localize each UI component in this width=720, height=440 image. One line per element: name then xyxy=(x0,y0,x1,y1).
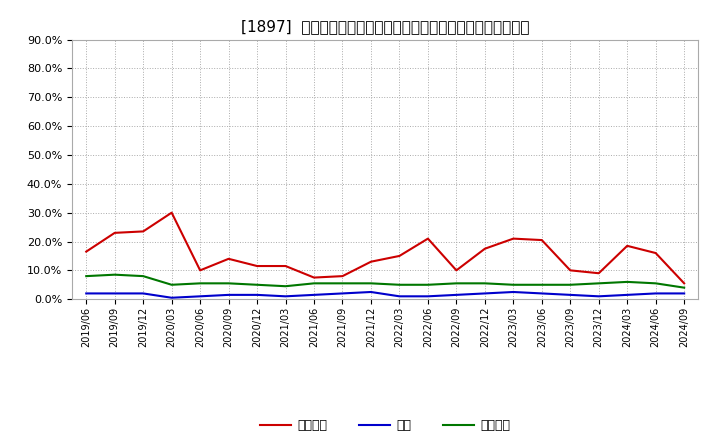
買入債務 xyxy=(423,282,432,287)
在庫 xyxy=(395,293,404,299)
在庫 xyxy=(282,293,290,299)
売上債権 xyxy=(680,281,688,286)
買入債務 xyxy=(680,285,688,290)
在庫 xyxy=(480,291,489,296)
Line: 売上債権: 売上債権 xyxy=(86,213,684,283)
売上債権 xyxy=(366,259,375,264)
在庫 xyxy=(623,292,631,297)
在庫 xyxy=(139,291,148,296)
売上債権 xyxy=(452,268,461,273)
売上債権 xyxy=(167,210,176,215)
在庫 xyxy=(338,291,347,296)
Line: 在庫: 在庫 xyxy=(86,292,684,298)
買入債務 xyxy=(652,281,660,286)
売上債権 xyxy=(537,238,546,243)
売上債権 xyxy=(566,268,575,273)
売上債権 xyxy=(310,275,318,280)
買入債務 xyxy=(82,274,91,279)
売上債権 xyxy=(139,229,148,234)
買入債務 xyxy=(623,279,631,285)
在庫 xyxy=(225,292,233,297)
売上債権 xyxy=(395,253,404,259)
在庫 xyxy=(423,293,432,299)
売上債権 xyxy=(82,249,91,254)
売上債権 xyxy=(423,236,432,241)
買入債務 xyxy=(395,282,404,287)
在庫 xyxy=(680,291,688,296)
買入債務 xyxy=(566,282,575,287)
売上債権 xyxy=(338,274,347,279)
在庫 xyxy=(509,290,518,295)
在庫 xyxy=(537,291,546,296)
在庫 xyxy=(366,290,375,295)
買入債務 xyxy=(282,284,290,289)
売上債権 xyxy=(509,236,518,241)
在庫 xyxy=(652,291,660,296)
売上債権 xyxy=(282,264,290,269)
買入債務 xyxy=(537,282,546,287)
売上債権 xyxy=(225,256,233,261)
買入債務 xyxy=(338,281,347,286)
Legend: 売上債権, 在庫, 買入債務: 売上債権, 在庫, 買入債務 xyxy=(255,414,516,437)
在庫 xyxy=(595,293,603,299)
売上債権 xyxy=(196,268,204,273)
在庫 xyxy=(196,293,204,299)
買入債務 xyxy=(595,281,603,286)
在庫 xyxy=(310,292,318,297)
買入債務 xyxy=(452,281,461,286)
在庫 xyxy=(110,291,119,296)
売上債権 xyxy=(110,230,119,235)
買入債務 xyxy=(139,274,148,279)
買入債務 xyxy=(110,272,119,277)
買入債務 xyxy=(196,281,204,286)
買入債務 xyxy=(310,281,318,286)
在庫 xyxy=(452,292,461,297)
売上債権 xyxy=(480,246,489,251)
売上債権 xyxy=(623,243,631,249)
買入債務 xyxy=(509,282,518,287)
在庫 xyxy=(82,291,91,296)
在庫 xyxy=(253,292,261,297)
買入債務 xyxy=(225,281,233,286)
買入債務 xyxy=(167,282,176,287)
Line: 買入債務: 買入債務 xyxy=(86,275,684,288)
売上債権 xyxy=(595,271,603,276)
在庫 xyxy=(566,292,575,297)
Title: [1897]  売上債権、在庫、買入債務の総資産に対する比率の推移: [1897] 売上債権、在庫、買入債務の総資産に対する比率の推移 xyxy=(241,19,529,34)
買入債務 xyxy=(366,281,375,286)
買入債務 xyxy=(480,281,489,286)
売上債権 xyxy=(652,250,660,256)
売上債権 xyxy=(253,264,261,269)
在庫 xyxy=(167,295,176,301)
買入債務 xyxy=(253,282,261,287)
